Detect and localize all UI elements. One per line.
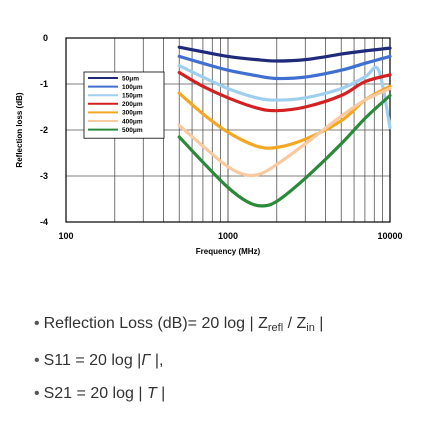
plot-frame <box>65 37 391 223</box>
legend-label: 150μm <box>122 93 143 100</box>
x-tick-label: 1000 <box>218 231 238 241</box>
x-ticks: 100 1000 10000 <box>58 231 402 241</box>
y-tick-label: -1 <box>40 79 48 89</box>
y-tick-label: -2 <box>40 125 48 135</box>
bullet: • <box>34 315 40 332</box>
formula-text: / Z <box>283 315 307 332</box>
formula-text: S11 = 20 log | <box>43 352 142 369</box>
formula-text: |, <box>150 352 164 369</box>
series-line <box>177 93 392 208</box>
y-tick-label: 0 <box>43 33 48 43</box>
formula-list: • Reflection Loss (dB)= 20 log | Zrefl / … <box>34 314 323 417</box>
formula-reflection-loss: • Reflection Loss (dB)= 20 log | Zrefl / … <box>34 314 323 338</box>
formula-text: S21 = 20 log | <box>43 385 147 402</box>
formula-text: | <box>314 315 324 332</box>
formula-text: | <box>156 385 166 402</box>
formula-s21: • S21 = 20 log | T | <box>34 384 323 404</box>
bullet: • <box>34 385 40 402</box>
series-line <box>177 70 392 113</box>
series-line <box>177 54 392 81</box>
legend-label: 500μm <box>122 127 143 134</box>
bullet: • <box>34 352 40 369</box>
series-layer <box>177 45 392 208</box>
legend-label: 100μm <box>122 84 143 91</box>
legend-label: 400μm <box>122 118 143 125</box>
legend-label: 300μm <box>122 110 143 117</box>
gamma-symbol: Γ <box>141 352 151 369</box>
legend-box <box>83 71 165 139</box>
formula-text: Reflection Loss (dB)= 20 log | Z <box>43 315 268 332</box>
y-ticks: 0 -1 -2 -3 -4 <box>40 33 48 227</box>
x-tick-label: 100 <box>58 231 73 241</box>
series-line <box>177 84 392 150</box>
legend-label: 50μm <box>122 75 139 82</box>
t-symbol: T <box>146 385 157 402</box>
subscript-refl: refl <box>267 322 284 334</box>
formula-s11: • S11 = 20 log |Γ |, <box>34 351 323 371</box>
subscript-in: in <box>306 322 315 334</box>
y-axis-label: Reflection loss (dB) <box>15 92 24 167</box>
series-line <box>177 87 392 178</box>
legend-label: 200μm <box>122 101 143 108</box>
y-tick-label: -4 <box>40 217 48 227</box>
series-line <box>177 63 392 130</box>
y-tick-label: -3 <box>40 171 48 181</box>
x-axis-label: Frequency (MHz) <box>196 247 261 256</box>
x-tick-label: 10000 <box>377 231 402 241</box>
reflection-loss-chart: 100 1000 10000 0 -1 -2 -3 -4 Frequency (MHz) R… <box>15 33 403 256</box>
series-line <box>177 45 392 63</box>
